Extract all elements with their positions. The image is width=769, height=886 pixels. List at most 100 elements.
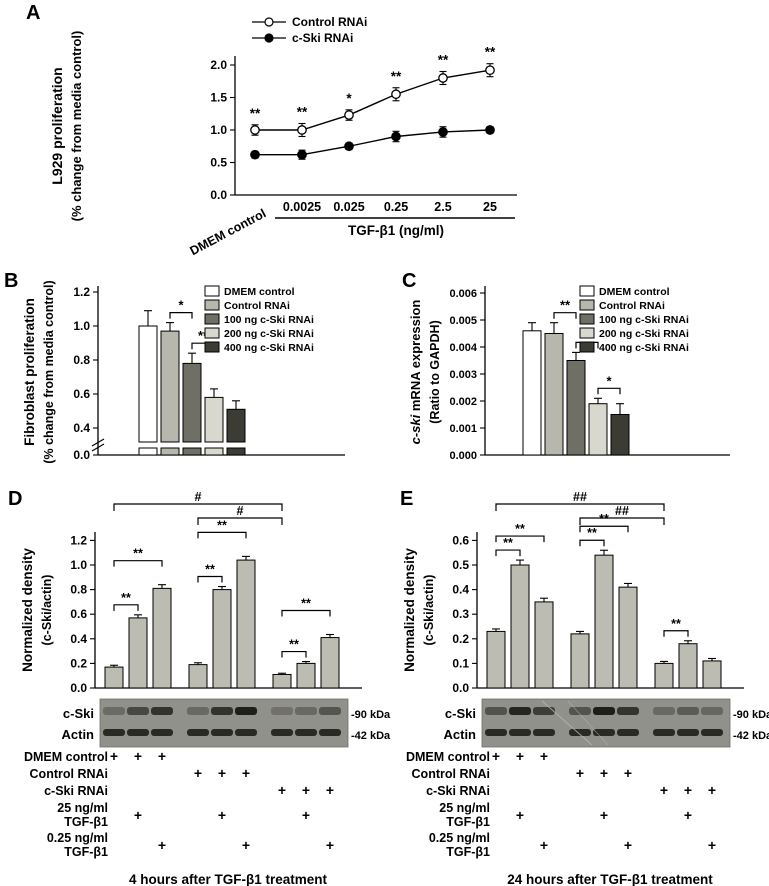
plus-mark: + (708, 837, 716, 853)
kda-label: -42 kDa (351, 730, 391, 742)
data-point (250, 125, 260, 135)
y-tick-label: 0.8 (70, 583, 87, 597)
legend-marker (264, 33, 274, 43)
bar (618, 586, 638, 689)
x-tick-label: 25 (483, 200, 497, 214)
plus-mark: + (540, 837, 548, 853)
actin-band (295, 729, 317, 736)
legend-swatch (204, 341, 220, 353)
panel-d-blot-chart: 0.0 0.2 0.4 0.6 0.8 1.0 1.2 Normalized density (… (20, 490, 391, 886)
treatment-label: c-Ski RNAi (426, 784, 490, 798)
bar (588, 403, 608, 456)
y-tick-label: 0.0 (210, 188, 227, 202)
sig-label: ** (391, 69, 402, 84)
kda-label: -90 kDa (351, 709, 391, 721)
cski-band (271, 707, 293, 715)
y-tick-label: 0.003 (449, 369, 477, 381)
x-tick-label: DMEM control (188, 206, 269, 258)
treatment-label: TGF-β1 (64, 815, 108, 829)
bar (594, 554, 614, 689)
actin-band (617, 729, 639, 736)
bar-stub (138, 447, 158, 456)
y-tick-label: 1.0 (70, 558, 87, 572)
sig-label: ** (205, 563, 215, 577)
bar-stub (160, 447, 180, 456)
sig-bracket (495, 535, 545, 543)
y-tick-label: 1.2 (73, 285, 90, 299)
plus-mark: + (218, 807, 226, 823)
y-tick-label: 0.5 (452, 558, 469, 572)
sig-label: ** (198, 328, 209, 343)
y-tick-label: 1.0 (73, 319, 90, 333)
data-point (438, 73, 448, 83)
sig-label: ** (560, 298, 571, 313)
legend-label: Control RNAi (599, 300, 665, 312)
bar (678, 643, 698, 689)
blot-row-label: c-Ski (445, 706, 476, 721)
y-tick-label: 0.4 (70, 632, 87, 646)
plus-mark: + (326, 837, 334, 853)
treatment-label: TGF-β1 (446, 815, 490, 829)
y-tick-label: 0.004 (449, 342, 477, 354)
legend-swatch (204, 285, 220, 297)
panel-e-blot-chart: 0.0 0.1 0.2 0.3 0.4 0.5 0.6 Normalized density (… (402, 490, 769, 886)
y-tick-label: 0.001 (449, 423, 477, 435)
plus-mark: + (516, 748, 524, 764)
sig-bracket (663, 630, 689, 637)
bar (610, 414, 630, 456)
y-tick-label: 0.8 (73, 353, 90, 367)
y-tick-label: 0.6 (452, 533, 469, 547)
plus-mark: + (516, 807, 524, 823)
y-axis-title: L929 proliferation (49, 67, 65, 184)
bar (104, 666, 124, 689)
panel-c-bar-chart: 0.000 0.001 0.002 0.003 0.004 0.005 0.006 c-ski… (408, 285, 730, 462)
sig-label: ** (121, 591, 131, 605)
data-point (250, 149, 260, 160)
bar (654, 662, 674, 689)
panel-a-line-chart: 0.0 0.5 1.0 1.5 2.0 L929 proliferation (% chan… (49, 15, 517, 258)
treatment-label: DMEM control (406, 750, 490, 764)
sig-label: * (178, 298, 184, 313)
bar (522, 330, 542, 456)
legend-swatch (204, 327, 220, 339)
cski-band (127, 707, 149, 715)
legend-label: DMEM control (599, 286, 670, 298)
actin-band (127, 729, 149, 736)
sig-bracket (197, 575, 223, 583)
kda-label: -42 kDa (733, 730, 769, 742)
y-axis-title: (c-Ski/actin) (422, 575, 436, 646)
plus-mark: + (134, 807, 142, 823)
y-tick-label: 0.0 (70, 681, 87, 695)
actin-band (151, 729, 173, 736)
legend-label: 200 ng c-Ski RNAi (224, 328, 314, 340)
sig-label: * (346, 91, 352, 106)
plus-mark: + (194, 765, 202, 781)
sig-label: * (606, 373, 612, 388)
sig-label: ** (250, 106, 261, 121)
sig-bracket (579, 517, 665, 525)
bar (188, 664, 208, 689)
plus-mark: + (600, 807, 608, 823)
data-point (344, 141, 354, 152)
sig-label: ** (485, 45, 496, 60)
legend-swatch (579, 327, 595, 339)
legend-swatch (579, 299, 595, 311)
legend-swatch (579, 285, 595, 297)
series-line (255, 129, 491, 156)
legend-label: Control RNAi (224, 300, 290, 312)
bar (510, 564, 530, 689)
y-tick-label: 0.006 (449, 288, 477, 300)
legend-label: 100 ng c-Ski RNAi (599, 314, 689, 326)
actin-band (701, 729, 723, 736)
y-axis-title: (% change from media control) (42, 280, 56, 463)
cski-band (569, 707, 591, 715)
plus-mark: + (110, 748, 118, 764)
cski-band (295, 707, 317, 715)
legend-label: 100 ng c-Ski RNAi (224, 314, 314, 326)
blot-membrane (481, 698, 731, 748)
treatment-label: TGF-β1 (446, 845, 490, 859)
y-tick-label: 0.1 (452, 656, 469, 670)
plus-mark: + (684, 807, 692, 823)
treatment-label: 25 ng/ml (439, 801, 490, 815)
sig-bracket (197, 517, 283, 525)
